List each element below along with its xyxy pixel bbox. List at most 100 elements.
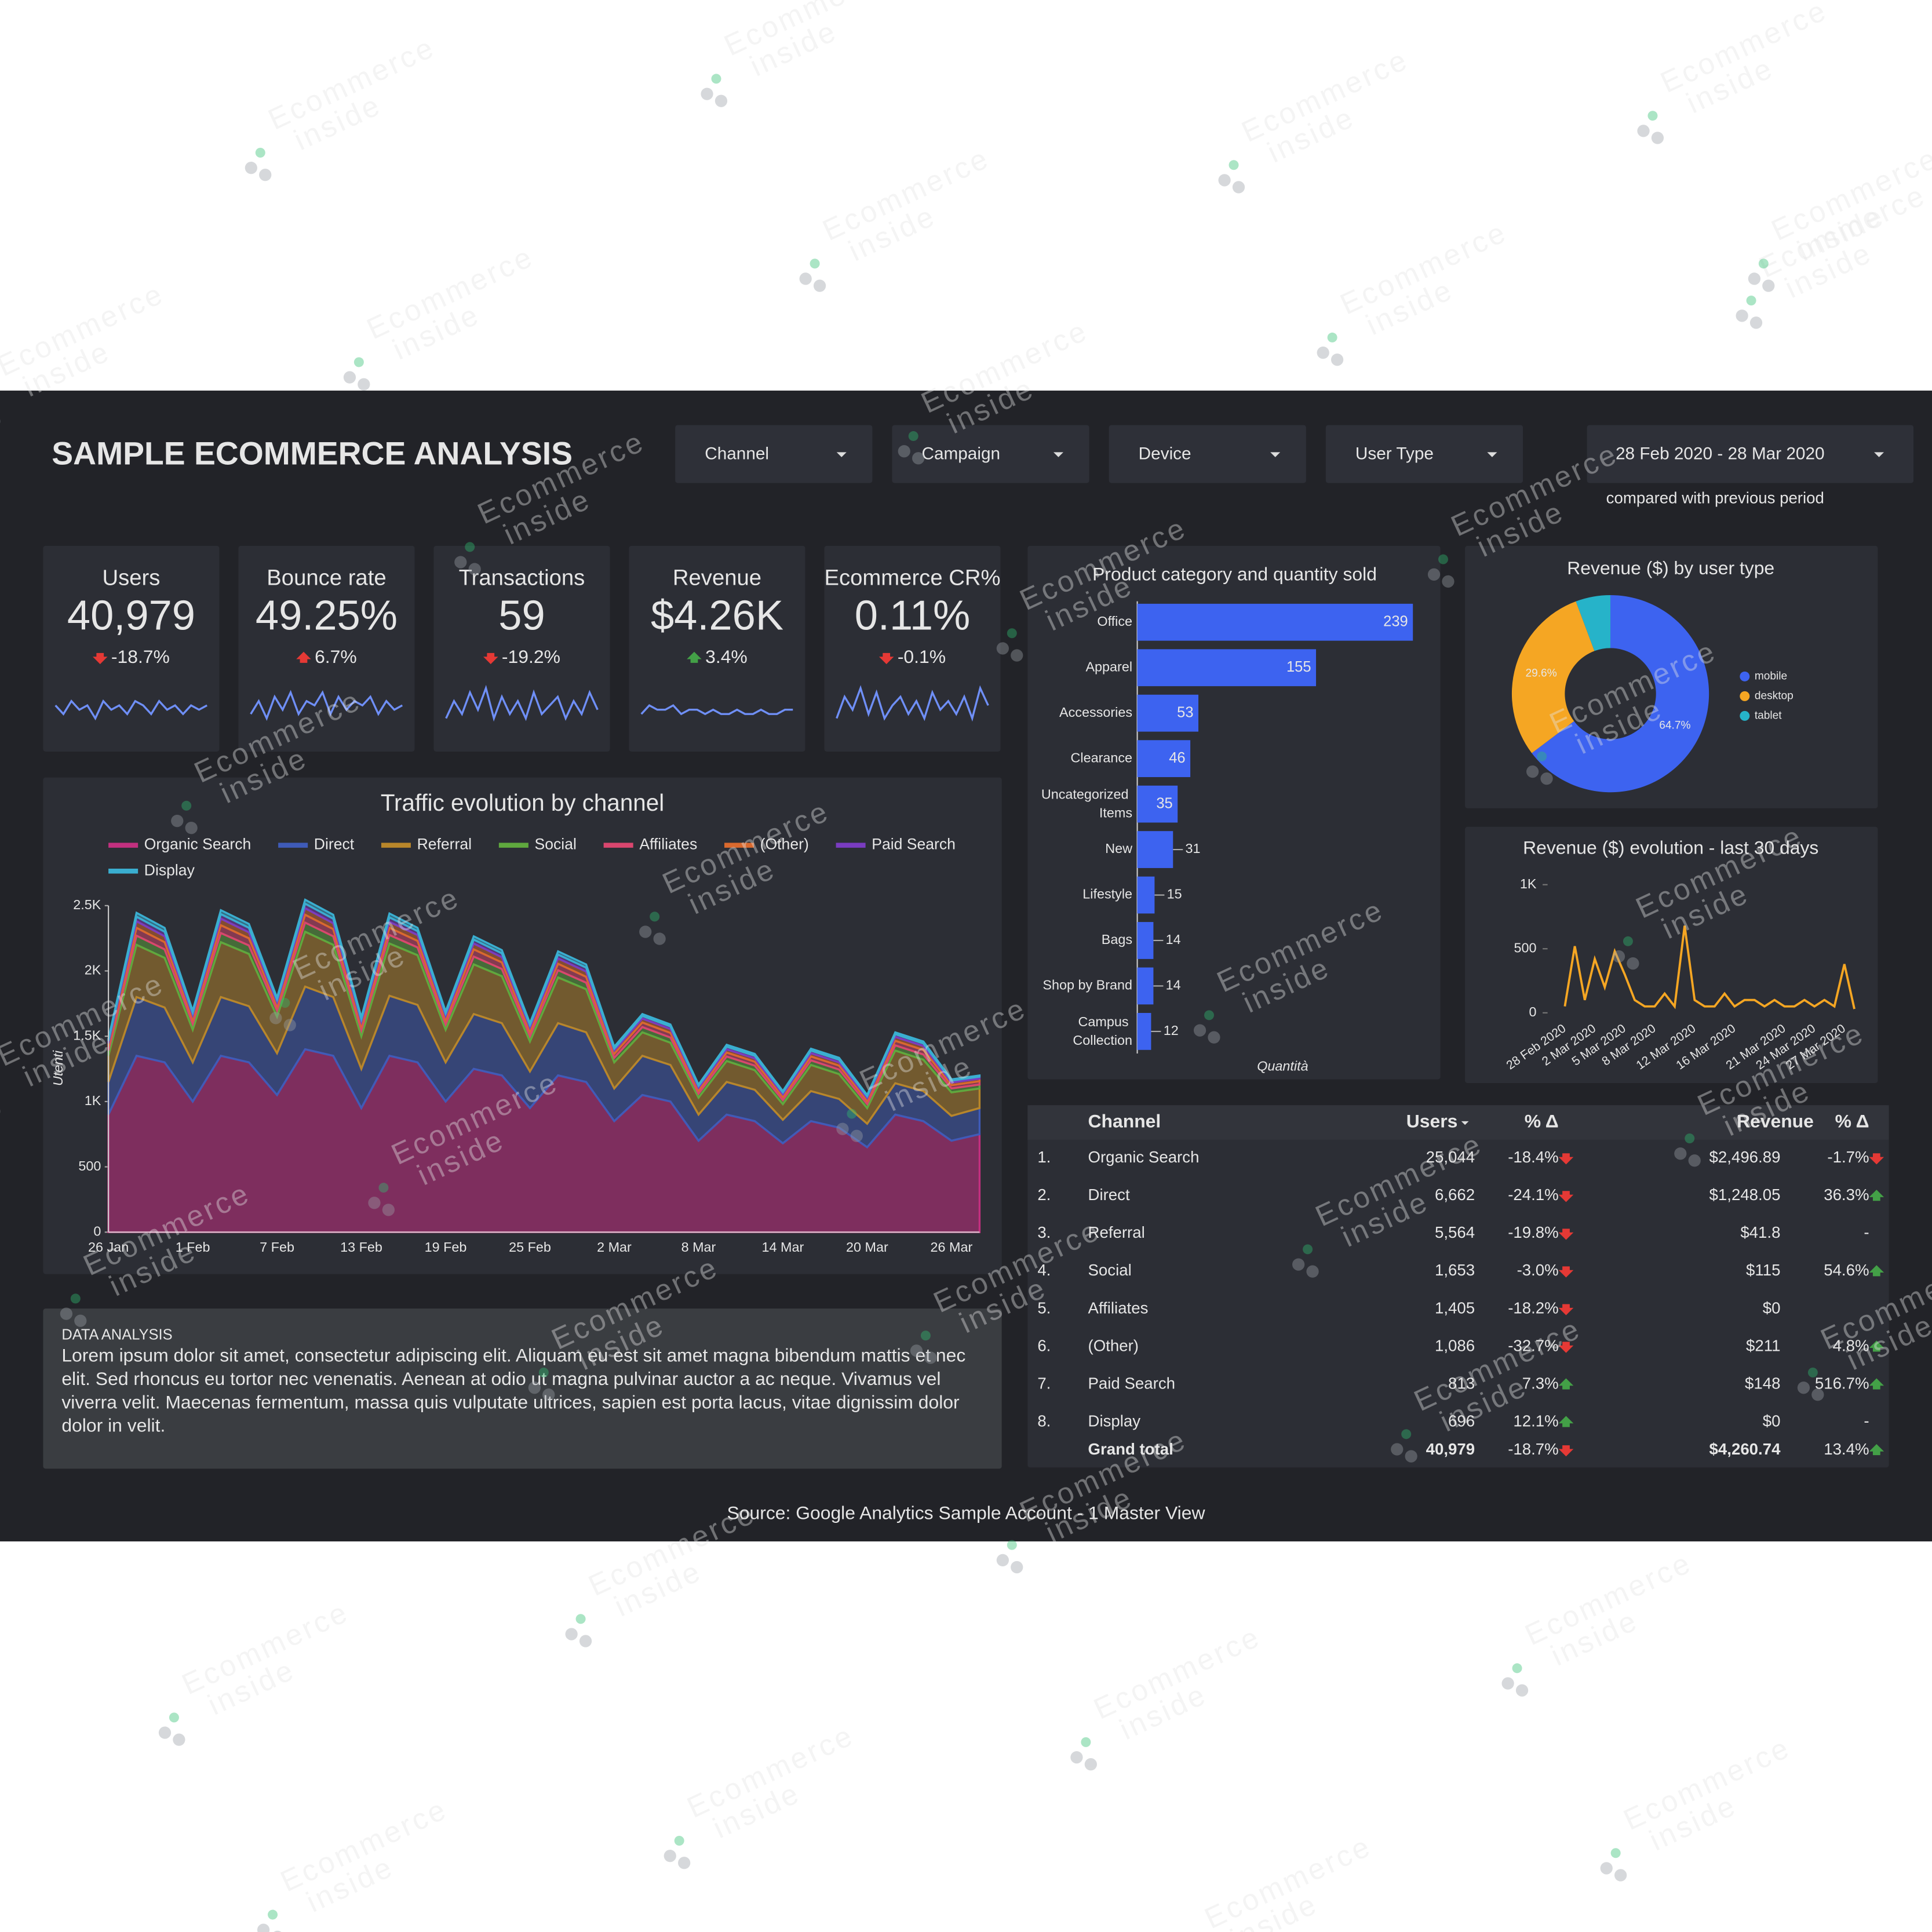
legend-label: Display (144, 861, 195, 878)
watermark-dot (1674, 1147, 1687, 1160)
row-number: 8. (1037, 1412, 1051, 1430)
y-tick-label: Campus Collection (1073, 1014, 1132, 1048)
watermark-dot (1797, 1381, 1810, 1394)
x-tick-label: 20 Mar (846, 1240, 888, 1255)
chart-title: Traffic evolution by channel (381, 789, 664, 816)
watermark-dot (454, 556, 467, 568)
filter-dropdown[interactable] (1325, 425, 1523, 483)
delta-arrow (1558, 1416, 1574, 1427)
kpi-change: -0.1% (898, 646, 946, 667)
delta-arrow (1558, 1266, 1574, 1278)
dropdown-caret (1874, 452, 1884, 457)
watermark-dot (1070, 1751, 1083, 1764)
watermark-dot (280, 998, 290, 1008)
watermark-dot (664, 1850, 676, 1862)
watermark-dot (1746, 296, 1756, 306)
revenue-value: $1,248.05 (1709, 1186, 1781, 1204)
chart-panel (1027, 545, 1441, 1080)
watermark-dot (653, 932, 666, 945)
watermark-dot (1688, 1154, 1701, 1167)
watermark-dot (996, 1554, 1009, 1567)
watermark-dot (836, 1122, 849, 1135)
watermark-dot (169, 1712, 179, 1723)
channel-name: (Other) (1088, 1336, 1139, 1354)
watermark-dot (181, 800, 192, 811)
watermark-dot (268, 1909, 278, 1920)
bar-value-label: 14 (1166, 978, 1181, 993)
dropdown-caret (1053, 452, 1063, 457)
legend-label: Paid Search (872, 836, 956, 853)
chart-title: Revenue ($) by user type (1567, 557, 1774, 578)
watermark-dot (1391, 1443, 1404, 1456)
watermark-dot (1011, 649, 1023, 662)
filter-dropdown[interactable] (1109, 425, 1306, 483)
y-tick-label: Lifestyle (1082, 887, 1132, 902)
row-number: 7. (1037, 1374, 1051, 1392)
column-header: Channel (1088, 1110, 1161, 1131)
legend-label: Referral (417, 836, 472, 853)
watermark-dot (847, 1109, 857, 1119)
legend-label: Social (535, 836, 577, 853)
bar-value-label: 53 (1177, 704, 1193, 720)
delta-arrow (1558, 1378, 1574, 1390)
delta-value: 516.7% (1815, 1374, 1869, 1392)
column-header: Users (1406, 1110, 1458, 1131)
watermark-dot (799, 272, 812, 285)
delta-arrow (1558, 1191, 1574, 1202)
watermark-dot (70, 1293, 81, 1304)
row-number: 6. (1037, 1336, 1051, 1354)
kpi-sparkline (250, 690, 403, 721)
bar (1137, 649, 1317, 687)
bar (1137, 922, 1154, 959)
kpi-sparkline (640, 704, 793, 716)
filter-dropdown[interactable] (892, 425, 1089, 483)
kpi-sparkline (836, 685, 989, 722)
y-tick-label: Office (1097, 614, 1132, 629)
y-tick-label: 1.5K (73, 1027, 101, 1042)
watermark-dot (257, 1923, 270, 1932)
watermark-dot (255, 147, 265, 158)
watermark-dot (898, 445, 910, 458)
row-number: 5. (1037, 1299, 1051, 1317)
revenue-value: $0 (1763, 1412, 1781, 1430)
dropdown-caret (836, 452, 847, 457)
notes-panel (43, 1308, 1002, 1469)
bar-value-label: 239 (1383, 614, 1408, 630)
watermark-dot (1612, 950, 1625, 963)
date-range-picker[interactable] (1587, 425, 1914, 483)
x-axis-label: Quantità (1257, 1059, 1308, 1074)
bar (1137, 967, 1154, 1005)
x-tick-label: 25 Feb (509, 1240, 551, 1255)
channel-name: Paid Search (1088, 1374, 1176, 1392)
row-number: 4. (1037, 1261, 1051, 1279)
kpi-value: 59 (498, 592, 545, 639)
watermark-dot (528, 1381, 541, 1394)
watermark-dot (1306, 1265, 1319, 1278)
watermark-dot (259, 169, 272, 181)
delta-arrow (483, 652, 498, 665)
kpi-card (629, 545, 805, 752)
bar (1137, 1013, 1151, 1050)
legend-swatch (1740, 691, 1750, 701)
delta-arrow (1558, 1445, 1574, 1457)
watermark-dot (542, 1388, 555, 1401)
watermark-dot (701, 88, 713, 100)
table-header (1027, 1105, 1889, 1140)
watermark-dot (283, 1019, 296, 1031)
y-tick-label: 0 (1529, 1004, 1536, 1019)
revenue-value: $0 (1763, 1299, 1781, 1317)
filter-dropdown[interactable] (675, 425, 873, 483)
bar-value-label: 35 (1156, 795, 1172, 811)
x-tick-label: 2 Mar (597, 1240, 632, 1255)
delta-arrow (1869, 1265, 1884, 1277)
watermark-dot (271, 1930, 284, 1932)
y-tick-label: Apparel (1085, 659, 1132, 674)
label-line: Uncategorized (1041, 787, 1132, 802)
watermark-dot (912, 452, 925, 465)
kpi-label: Users (102, 565, 160, 590)
total-users: 40,979 (1426, 1440, 1475, 1458)
column-header: Revenue (1737, 1110, 1814, 1131)
